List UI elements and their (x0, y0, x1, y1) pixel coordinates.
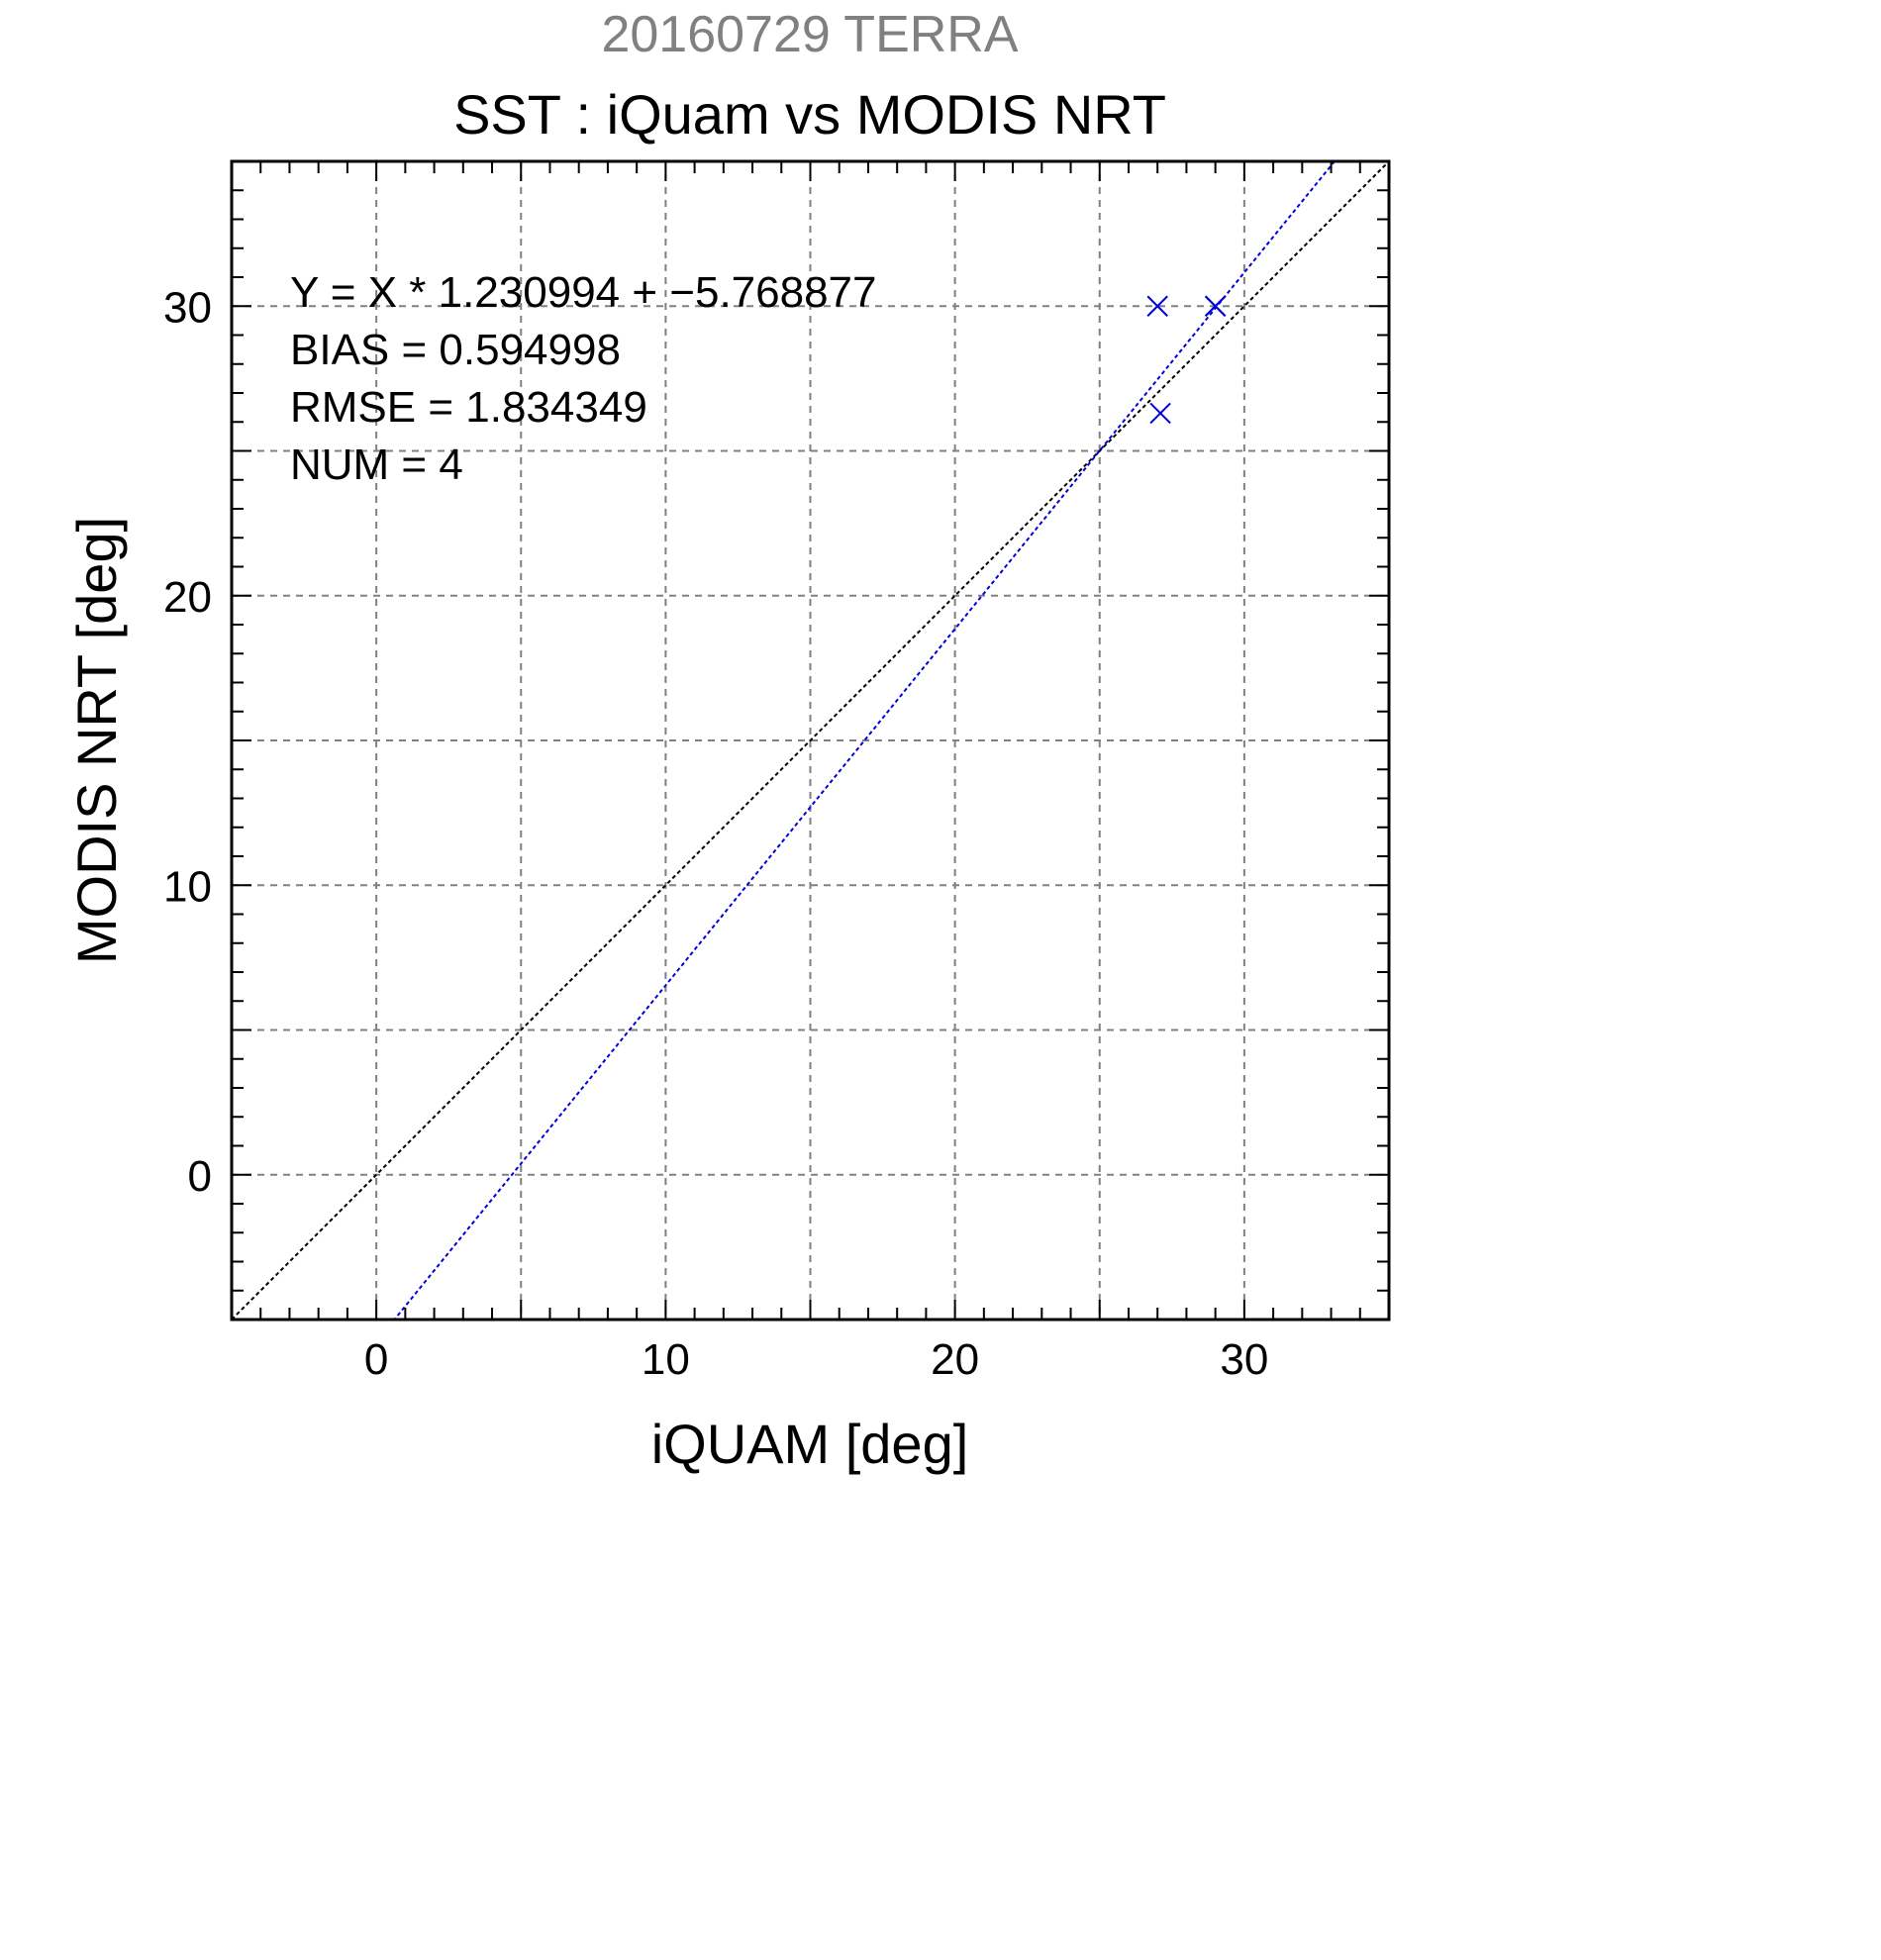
num-text: NUM = 4 (290, 441, 463, 489)
scatter-figure: 20160729 TERRA SST : iQuam vs MODIS NRT … (65, 6, 1391, 1475)
data-point-stroke (1149, 402, 1171, 425)
bias-text: BIAS = 0.594998 (290, 326, 621, 374)
x-tick-label: 30 (1220, 1335, 1268, 1384)
y-axis-label: MODIS NRT [deg] (65, 517, 128, 964)
data-point-stroke (1204, 295, 1227, 317)
reference-lines (232, 161, 1389, 1320)
y-tick-label: 20 (163, 573, 212, 622)
data-point (1149, 402, 1171, 425)
identity-line (232, 161, 1389, 1320)
plot-frame (230, 159, 1391, 1322)
grid (232, 161, 1389, 1320)
chart-title: SST : iQuam vs MODIS NRT (453, 83, 1166, 146)
data-point-stroke (1146, 295, 1168, 317)
fit-equation-text: Y = X * 1.230994 + −5.768877 (290, 268, 877, 317)
data-point (1146, 295, 1168, 317)
fit-line (393, 161, 1336, 1320)
x-tick-label: 20 (931, 1335, 979, 1384)
axis-ticks (231, 160, 1390, 1321)
y-tick-label: 0 (188, 1152, 212, 1201)
x-axis-label: iQUAM [deg] (651, 1413, 969, 1475)
data-points (1146, 295, 1227, 425)
y-tick-label: 30 (163, 283, 212, 332)
x-tick-label: 10 (642, 1335, 690, 1384)
x-tick-label: 0 (364, 1335, 388, 1384)
chart-supertitle: 20160729 TERRA (601, 6, 1018, 63)
rmse-text: RMSE = 1.834349 (290, 383, 647, 432)
y-tick-label: 10 (163, 862, 212, 911)
data-point (1204, 295, 1227, 317)
tick-labels: 0 10 20 30 0 10 20 30 (163, 283, 1268, 1384)
stats-box: Y = X * 1.230994 + −5.768877 BIAS = 0.59… (290, 268, 877, 489)
